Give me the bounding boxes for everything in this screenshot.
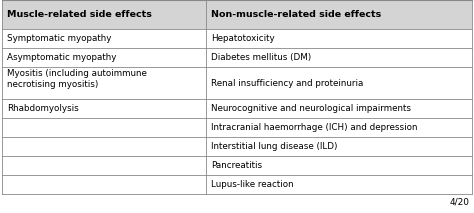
Bar <box>207 99 472 118</box>
Bar <box>2 175 207 194</box>
Bar <box>2 68 207 99</box>
Bar <box>2 156 207 175</box>
Text: Hepatotoxicity: Hepatotoxicity <box>211 35 275 43</box>
Bar <box>207 29 472 49</box>
Text: Intracranial haemorrhage (ICH) and depression: Intracranial haemorrhage (ICH) and depre… <box>211 123 418 132</box>
Text: Non-muscle-related side effects: Non-muscle-related side effects <box>211 10 382 19</box>
Bar <box>207 0 472 29</box>
Text: Myositis (including autoimmune
necrotising myositis): Myositis (including autoimmune necrotisi… <box>7 69 147 89</box>
Text: Lupus-like reaction: Lupus-like reaction <box>211 180 294 189</box>
Bar <box>2 118 207 137</box>
Bar <box>207 175 472 194</box>
Bar <box>207 156 472 175</box>
Text: Pancreatitis: Pancreatitis <box>211 161 263 170</box>
Text: Diabetes mellitus (DM): Diabetes mellitus (DM) <box>211 53 311 62</box>
Bar <box>2 99 207 118</box>
Bar <box>207 68 472 99</box>
Bar <box>207 118 472 137</box>
Bar <box>2 137 207 156</box>
Text: Interstitial lung disease (ILD): Interstitial lung disease (ILD) <box>211 142 338 151</box>
Text: Neurocognitive and neurological impairments: Neurocognitive and neurological impairme… <box>211 104 411 113</box>
Text: 4/20: 4/20 <box>449 197 469 206</box>
Text: Renal insufficiency and proteinuria: Renal insufficiency and proteinuria <box>211 79 364 88</box>
Text: Muscle-related side effects: Muscle-related side effects <box>7 10 152 19</box>
Text: Asymptomatic myopathy: Asymptomatic myopathy <box>7 53 117 62</box>
Bar <box>2 0 207 29</box>
Text: Symptomatic myopathy: Symptomatic myopathy <box>7 35 111 43</box>
Bar <box>2 29 207 49</box>
Bar <box>2 49 207 68</box>
Text: Rhabdomyolysis: Rhabdomyolysis <box>7 104 79 113</box>
Bar <box>207 137 472 156</box>
Bar <box>207 49 472 68</box>
